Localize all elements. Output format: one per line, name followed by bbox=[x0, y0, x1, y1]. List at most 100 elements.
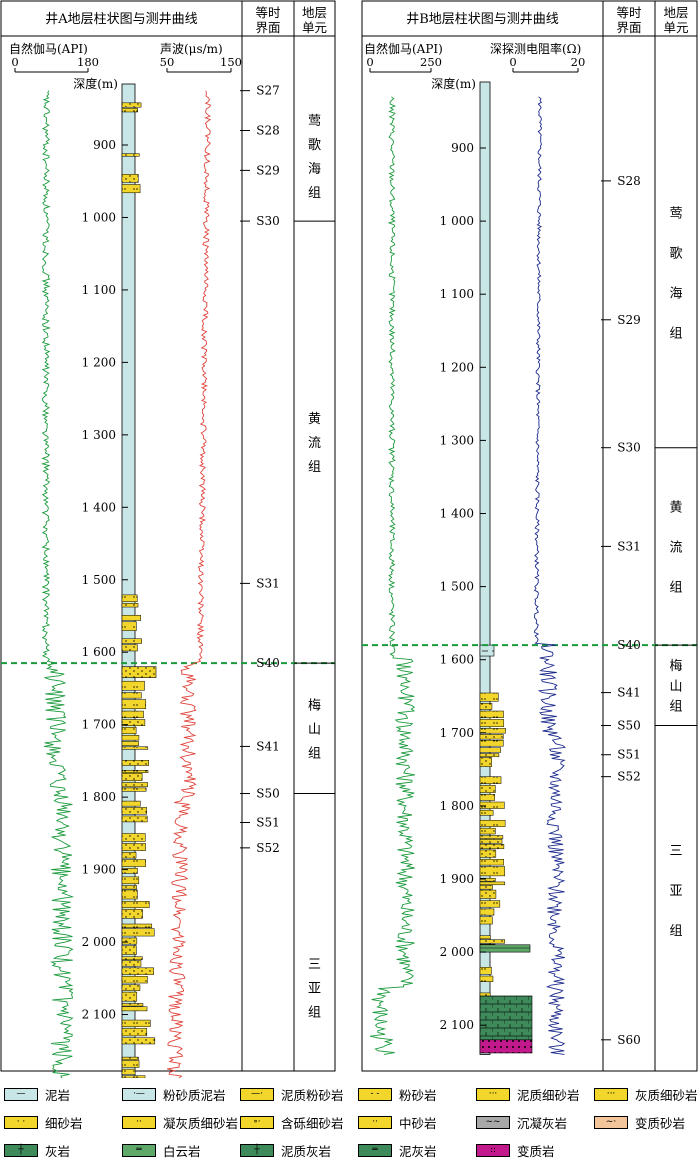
col-time-surface: 界面 bbox=[616, 20, 641, 35]
second-log-curve bbox=[533, 96, 566, 1055]
lithology-bed bbox=[479, 944, 531, 953]
lithology-bed bbox=[121, 1019, 151, 1028]
lithology-column bbox=[479, 81, 491, 1055]
lithology-bed bbox=[121, 773, 143, 781]
lithology-bed bbox=[479, 877, 496, 882]
strat-unit-label: 组 bbox=[308, 746, 321, 761]
strat-unit-label: 山 bbox=[669, 679, 682, 694]
lithology-bed bbox=[121, 727, 137, 734]
lithology-bed bbox=[121, 770, 149, 773]
legend-item-mudstone: — 泥岩 bbox=[4, 1084, 70, 1104]
legend-item-calcareous-fine-sandstone: ··· 灰质细砂岩 bbox=[594, 1084, 698, 1104]
lithology-bed bbox=[121, 692, 142, 699]
col-time-surface: 等时 bbox=[616, 5, 642, 20]
strat-unit-label: 海 bbox=[308, 162, 321, 177]
lithology-bed bbox=[121, 859, 146, 867]
depth-tick-label: 1 400 bbox=[82, 500, 116, 514]
curve1-label: 自然伽马(API) bbox=[9, 41, 88, 56]
lithology-bed bbox=[121, 787, 147, 792]
lithology-bed bbox=[121, 746, 149, 750]
col-strat-unit: 单元 bbox=[302, 20, 327, 35]
legend-swatch-argillaceous-limestone: ┼ bbox=[240, 1143, 274, 1157]
strat-unit-label: 组 bbox=[669, 699, 682, 714]
legend-item-metasandstone: ~· 变质砂岩 bbox=[594, 1112, 685, 1132]
lithology-bed bbox=[121, 807, 147, 815]
lithology-bed bbox=[479, 785, 496, 793]
lithology-bed bbox=[479, 835, 504, 839]
legend-label: 细砂岩 bbox=[45, 1115, 83, 1131]
lithology-bed bbox=[121, 710, 144, 719]
strat-unit-label: 黄 bbox=[669, 500, 682, 515]
legend-label: 沉凝灰岩 bbox=[517, 1115, 568, 1131]
surface-s27: S27 bbox=[256, 84, 280, 98]
lithology-bed bbox=[121, 1028, 148, 1037]
surface-s50: S50 bbox=[617, 718, 641, 732]
depth-tick-label: 1 600 bbox=[440, 653, 474, 667]
panel-frame bbox=[361, 0, 698, 1072]
second-log-curve bbox=[166, 90, 212, 1078]
strat-unit-label: 组 bbox=[308, 1005, 321, 1020]
lithology-bed bbox=[479, 757, 492, 767]
surface-s41: S41 bbox=[256, 739, 280, 753]
lithology-bed bbox=[121, 945, 137, 955]
lithology-bed bbox=[479, 753, 500, 758]
legend-swatch-tuffaceous-fine-sandstone: ·· bbox=[122, 1115, 156, 1129]
panel-frame bbox=[0, 0, 336, 1072]
lithology-bed bbox=[121, 956, 143, 961]
legend-item-siltstone: - - 粉砂岩 bbox=[358, 1084, 437, 1104]
lithology-bed bbox=[121, 680, 145, 691]
curve1-min: 0 bbox=[11, 55, 18, 69]
lithology-bed bbox=[121, 699, 147, 710]
strat-unit-label: 三 bbox=[308, 957, 321, 972]
depth-tick-label: 1 500 bbox=[440, 580, 474, 594]
strat-unit-label: 海 bbox=[669, 286, 682, 301]
lithology-bed bbox=[121, 852, 137, 859]
col-time-surface: 界面 bbox=[255, 20, 280, 35]
legend-label: 泥岩 bbox=[45, 1087, 71, 1103]
legend-swatch-dolomite: ═ bbox=[122, 1143, 156, 1157]
surface-s51: S51 bbox=[617, 748, 641, 762]
lithology-bed bbox=[121, 1037, 156, 1045]
lithology-bed bbox=[479, 916, 493, 925]
legend-swatch-metasandstone: ~· bbox=[594, 1115, 628, 1129]
lithology-bed bbox=[121, 644, 138, 652]
lithology-bed bbox=[479, 776, 502, 784]
lithology-bed bbox=[121, 741, 139, 746]
surface-s28: S28 bbox=[256, 124, 280, 138]
depth-tick-label: 1 800 bbox=[82, 790, 116, 804]
lithology-bed bbox=[479, 794, 496, 801]
surface-s52: S52 bbox=[617, 770, 641, 784]
legend-swatch-metamorphic-rock: :: bbox=[476, 1143, 510, 1157]
legend-label: 泥质细砂岩 bbox=[517, 1087, 580, 1103]
legend-label: 变质岩 bbox=[517, 1143, 555, 1159]
lithology-bed bbox=[479, 839, 503, 844]
legend-swatch-limestone: ┼ bbox=[4, 1143, 38, 1157]
strat-unit-label: 亚 bbox=[308, 981, 321, 996]
depth-tick-label: 900 bbox=[93, 138, 116, 152]
gamma-ray-curve bbox=[369, 96, 416, 1055]
curve1-max: 180 bbox=[77, 55, 99, 69]
lithology-bed bbox=[121, 102, 142, 108]
lithology-legend: — 泥岩 ·— 粉砂质泥岩 —· 泥质粉砂岩 - - 粉砂岩 ··· 泥质细砂岩 ··· 灰质细砂岩 ·… bbox=[0, 1078, 700, 1162]
legend-item-limestone: ┼ 灰岩 bbox=[4, 1140, 70, 1160]
lithology-bed bbox=[121, 594, 138, 602]
lithology-bed bbox=[121, 735, 140, 741]
strat-unit-label: 歌 bbox=[669, 246, 682, 261]
surface-s31: S31 bbox=[617, 539, 641, 553]
surface-s29: S29 bbox=[256, 163, 280, 177]
col-time-surface: 等时 bbox=[255, 5, 281, 20]
lithology-bed bbox=[121, 984, 141, 991]
lithology-bed bbox=[479, 644, 495, 657]
strat-unit-label: 黄 bbox=[308, 412, 321, 427]
strat-unit-label: 莺 bbox=[308, 114, 321, 129]
gamma-ray-curve bbox=[40, 90, 75, 1078]
depth-tick-label: 900 bbox=[451, 141, 474, 155]
depth-tick-label: 2 100 bbox=[82, 1008, 116, 1022]
lithology-bed bbox=[121, 1068, 136, 1075]
legend-swatch-siltstone: - - bbox=[358, 1087, 392, 1101]
lithology-bed bbox=[479, 703, 493, 710]
lithology-bed bbox=[121, 615, 141, 621]
lithology-bed bbox=[121, 638, 142, 644]
lithology-column bbox=[121, 83, 136, 1078]
depth-tick-label: 1 100 bbox=[82, 283, 116, 297]
